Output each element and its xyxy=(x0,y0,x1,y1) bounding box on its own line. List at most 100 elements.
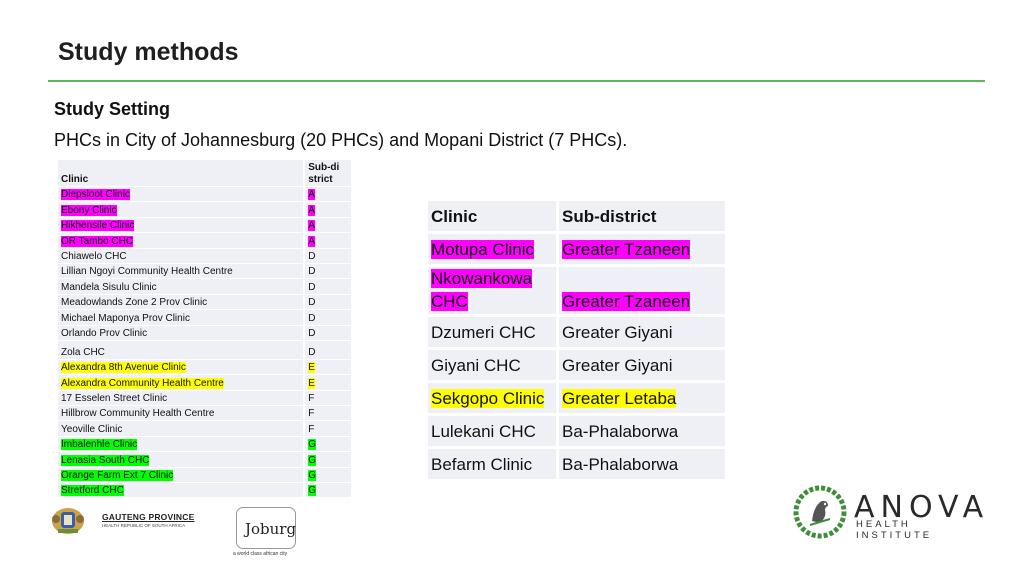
sub-district-code: G xyxy=(308,439,316,451)
sub-district-name: Greater Giyani xyxy=(562,322,673,342)
sub-district-code: A xyxy=(308,204,315,216)
sub-district-code: A xyxy=(308,189,315,201)
column-header-clinic: Clinic xyxy=(428,201,558,234)
gauteng-logo-subtitle: HEALTH REPUBLIC OF SOUTH AFRICA xyxy=(102,523,186,528)
clinic-name: Giyani CHC xyxy=(431,355,521,375)
clinic-name: Sekgopo Clinic xyxy=(431,388,545,408)
sub-district-code: F xyxy=(308,393,315,405)
joburg-logo-name: Joburg xyxy=(245,520,297,538)
clinic-name: Lulekani CHC xyxy=(431,421,536,441)
column-header-sub-district: Sub-district xyxy=(556,201,725,234)
sub-district-code: A xyxy=(308,235,315,247)
sub-district-code: D xyxy=(308,346,316,358)
joburg-logo-frame: Joburg xyxy=(236,507,296,549)
bird-wreath-icon xyxy=(793,485,847,539)
sub-district-name: Ba-Phalaborwa xyxy=(562,454,679,474)
clinic-name: Alexandra Community Health Centre xyxy=(61,377,224,389)
clinic-name: 17 Esselen Street Clinic xyxy=(61,393,168,405)
clinic-name: Befarm Clinic xyxy=(431,454,533,474)
anova-logo-name: ANOVA xyxy=(854,490,990,525)
table-row: 17 Esselen Street Clinic F xyxy=(58,390,351,407)
table-row: Motupa Clinic Greater Tzaneen xyxy=(428,232,725,267)
table-row: Chiawelo CHC D xyxy=(58,248,351,264)
clinic-name: Alexandra 8th Avenue Clinic xyxy=(61,362,186,374)
clinic-name: Motupa Clinic xyxy=(431,239,534,259)
table-row: Mandela Sisulu Clinic D xyxy=(58,278,351,295)
sub-district-code: D xyxy=(308,297,316,309)
clinic-name: Michael Maponya Prov Clinic xyxy=(61,312,190,324)
sub-district-code: D xyxy=(308,266,316,278)
anova-logo: ANOVA HEALTH INSTITUTE xyxy=(792,483,983,543)
clinic-name: Zola CHC xyxy=(61,346,105,358)
table-row: Orlando Prov Clinic D xyxy=(58,325,351,341)
clinic-name: OR Tambo CHC xyxy=(61,235,134,247)
clinic-name: Yeoville Clinic xyxy=(61,423,123,435)
table-row: Orange Farm Ext 7 Clinic G xyxy=(58,467,351,484)
table-row: Hillbrow Community Health Centre F xyxy=(58,405,351,422)
table-row: Befarm Clinic Ba-Phalaborwa xyxy=(428,447,725,482)
table-row: Meadowlands Zone 2 Prov Clinic D xyxy=(58,294,351,311)
table-row: Imbalenhle Clinic G xyxy=(58,436,351,453)
sub-district-name: Ba-Phalaborwa xyxy=(562,421,679,441)
table-row: Hikhensile Clinic A xyxy=(58,217,351,234)
table-row: Lenasia South CHC G xyxy=(58,451,351,468)
sub-district-code: A xyxy=(308,220,315,232)
section-heading: Study Setting xyxy=(54,99,170,119)
mopani-clinics-table: Clinic Sub-district Motupa Clinic Greater… xyxy=(428,201,725,482)
gauteng-province-logo: GAUTENG PROVINCE HEALTH REPUBLIC OF SOUT… xyxy=(50,505,200,535)
sub-district-code: D xyxy=(308,312,316,324)
table-row: Michael Maponya Prov Clinic D xyxy=(58,309,351,326)
joburg-logo: Joburg a world class african city xyxy=(233,507,297,563)
table-row: Diepsloot Clinic A xyxy=(58,186,351,203)
anova-logo-subtitle: HEALTH INSTITUTE xyxy=(856,519,933,541)
column-header-clinic: Clinic xyxy=(61,174,89,185)
clinic-name: Imbalenhle Clinic xyxy=(61,439,138,451)
slide-title: Study methods xyxy=(58,38,239,66)
table-row: Alexandra Community Health Centre E xyxy=(58,374,351,391)
table-row: OR Tambo CHC A xyxy=(58,232,351,249)
clinic-name: Dzumeri CHC xyxy=(431,322,536,342)
sub-district-code: G xyxy=(308,485,316,497)
clinic-name: Orange Farm Ext 7 Clinic xyxy=(61,470,174,482)
sub-district-name: Greater Giyani xyxy=(562,355,673,375)
table-row: Stretford CHC G xyxy=(58,482,351,499)
sub-district-code: G xyxy=(308,470,316,482)
clinic-name: Lenasia South CHC xyxy=(61,454,150,466)
joburg-tagline: a world class african city xyxy=(233,551,288,557)
clinic-name: Nkowankowa CHC xyxy=(431,269,533,311)
clinic-name: Chiawelo CHC xyxy=(61,250,127,262)
table-header-row: Clinic Sub-district xyxy=(58,160,351,187)
sub-district-name: Greater Letaba xyxy=(562,388,677,408)
column-header-sub-district: Sub-district xyxy=(308,162,340,185)
table-row: Alexandra 8th Avenue Clinic E xyxy=(58,359,351,376)
sub-district-code: D xyxy=(308,281,316,293)
sub-district-code: F xyxy=(308,423,315,435)
sub-district-code: D xyxy=(308,327,316,339)
sub-district-code: E xyxy=(308,377,315,389)
sub-district-code: G xyxy=(308,454,316,466)
clinic-name: Diepsloot Clinic xyxy=(61,189,130,201)
sub-district-code: E xyxy=(308,362,315,374)
gauteng-logo-name: GAUTENG PROVINCE xyxy=(102,512,195,522)
clinic-name: Ebony Clinic xyxy=(61,204,117,216)
coat-of-arms-icon xyxy=(52,508,84,534)
clinic-name: Meadowlands Zone 2 Prov Clinic xyxy=(61,297,208,309)
table-row: Lulekani CHC Ba-Phalaborwa xyxy=(428,414,725,449)
table-header-row: Clinic Sub-district xyxy=(428,201,725,234)
sub-district-code: D xyxy=(308,250,316,262)
table-row: Giyani CHC Greater Giyani xyxy=(428,348,725,383)
clinic-name: Orlando Prov Clinic xyxy=(61,327,148,339)
table-row: Ebony Clinic A xyxy=(58,201,351,218)
clinic-name: Hikhensile Clinic xyxy=(61,220,135,232)
setting-description: PHCs in City of Johannesburg (20 PHCs) a… xyxy=(54,130,628,150)
table-row: Dzumeri CHC Greater Giyani xyxy=(428,315,725,350)
clinic-name: Stretford CHC xyxy=(61,485,124,497)
table-row: Zola CHC D xyxy=(58,340,351,360)
table-row: Lillian Ngoyi Community Health Centre D xyxy=(58,263,351,280)
sub-district-code: F xyxy=(308,408,315,420)
johannesburg-clinics-table: Clinic Sub-district Diepsloot Clinic A Ebo… xyxy=(58,160,351,499)
clinic-name: Mandela Sisulu Clinic xyxy=(61,281,157,293)
sub-district-name: Greater Tzaneen xyxy=(562,292,691,311)
clinic-name: Lillian Ngoyi Community Health Centre xyxy=(61,266,233,278)
table-row: Nkowankowa CHC Greater Tzaneen xyxy=(428,265,725,317)
